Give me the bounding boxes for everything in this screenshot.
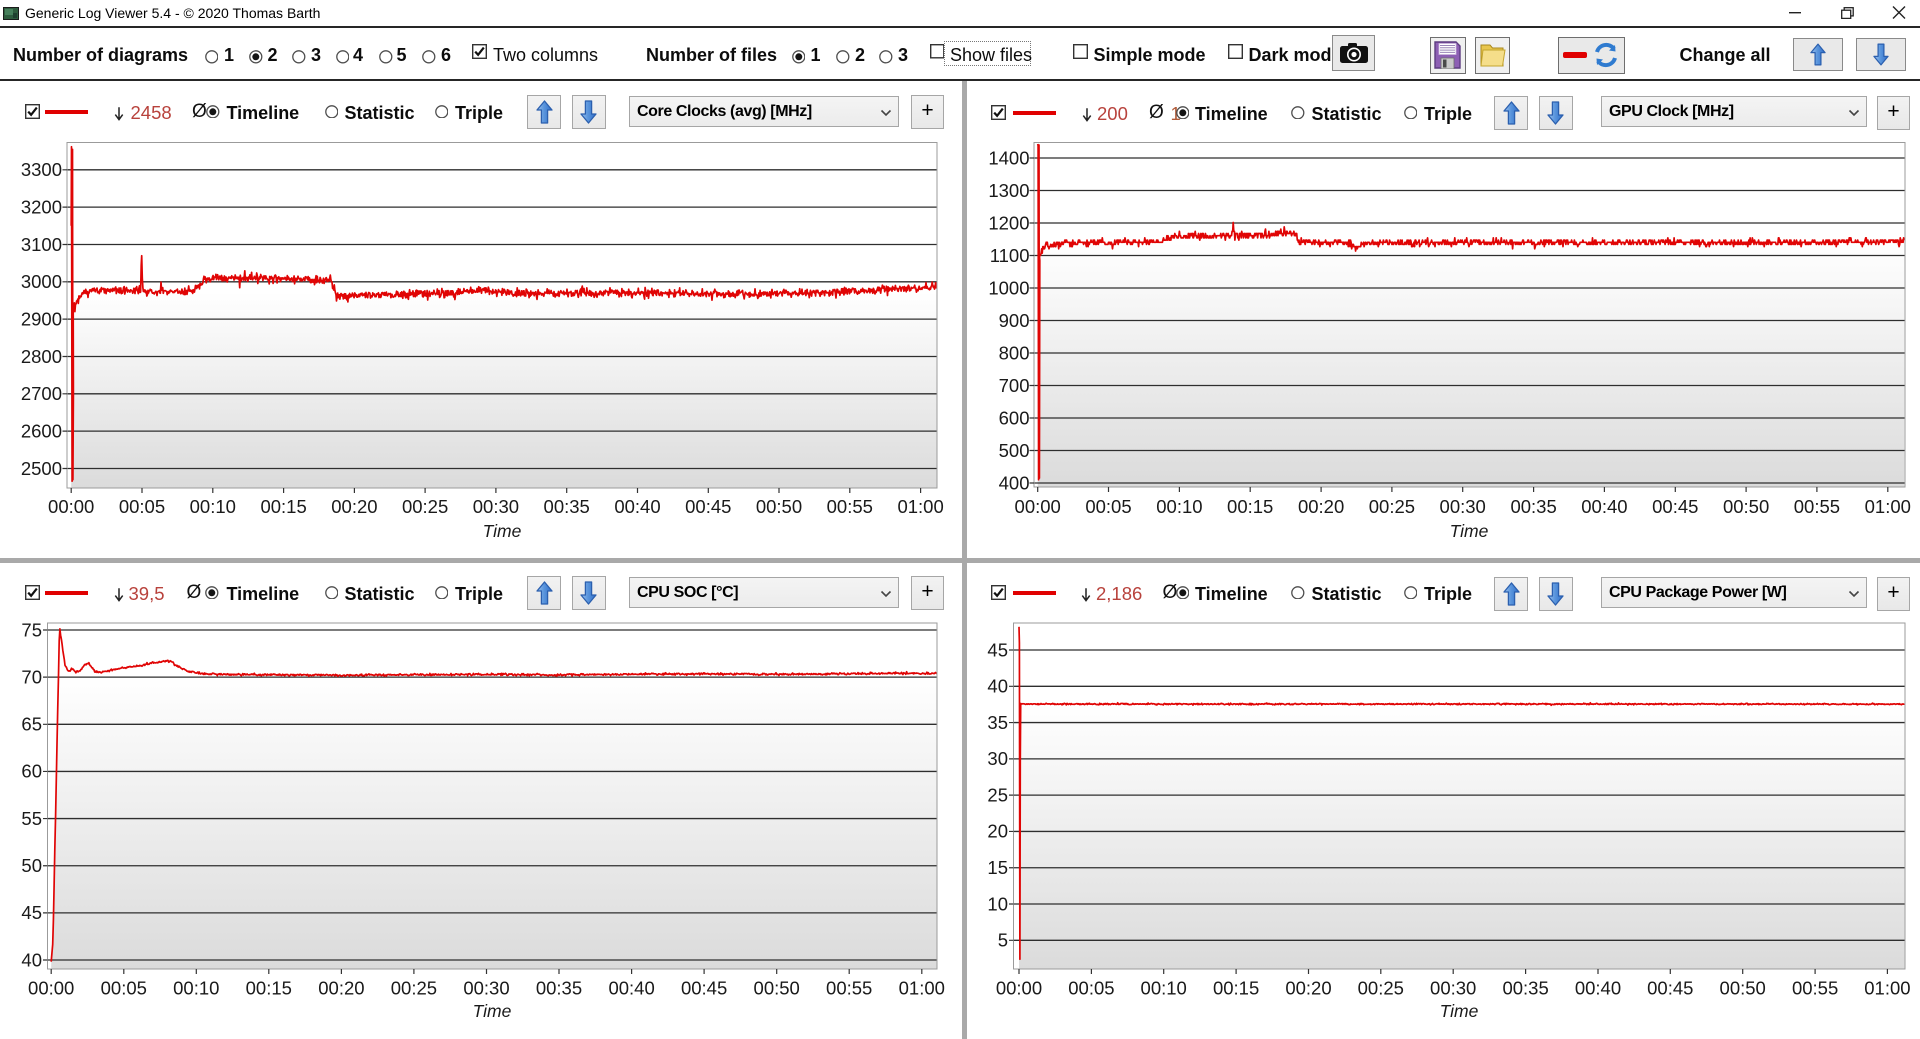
svg-text:30: 30 bbox=[987, 748, 1008, 769]
svg-text:60: 60 bbox=[21, 761, 42, 782]
svg-text:00:00: 00:00 bbox=[48, 496, 94, 517]
svg-text:40: 40 bbox=[21, 949, 42, 970]
svg-text:00:40: 00:40 bbox=[1581, 496, 1627, 517]
svg-text:00:30: 00:30 bbox=[463, 978, 509, 999]
svg-text:40: 40 bbox=[987, 676, 1008, 697]
svg-text:01:00: 01:00 bbox=[899, 978, 945, 999]
svg-text:00:15: 00:15 bbox=[246, 978, 292, 999]
svg-text:00:45: 00:45 bbox=[685, 496, 731, 517]
svg-text:3300: 3300 bbox=[21, 159, 62, 180]
svg-text:00:10: 00:10 bbox=[173, 978, 219, 999]
svg-text:00:45: 00:45 bbox=[1652, 496, 1698, 517]
svg-text:00:00: 00:00 bbox=[996, 978, 1042, 999]
svg-text:01:00: 01:00 bbox=[1865, 496, 1911, 517]
svg-text:00:45: 00:45 bbox=[1647, 978, 1693, 999]
svg-text:1000: 1000 bbox=[988, 277, 1029, 298]
svg-text:00:05: 00:05 bbox=[119, 496, 165, 517]
svg-text:45: 45 bbox=[21, 902, 42, 923]
svg-text:75: 75 bbox=[21, 619, 42, 640]
svg-text:00:10: 00:10 bbox=[190, 496, 236, 517]
svg-text:01:00: 01:00 bbox=[897, 496, 943, 517]
svg-text:00:00: 00:00 bbox=[1015, 496, 1061, 517]
svg-text:00:05: 00:05 bbox=[1068, 978, 1114, 999]
svg-text:2800: 2800 bbox=[21, 346, 62, 367]
svg-text:3200: 3200 bbox=[21, 196, 62, 217]
svg-text:00:45: 00:45 bbox=[681, 978, 727, 999]
svg-text:65: 65 bbox=[21, 714, 42, 735]
svg-text:5: 5 bbox=[998, 930, 1008, 951]
svg-text:00:20: 00:20 bbox=[318, 978, 364, 999]
svg-text:55: 55 bbox=[21, 808, 42, 829]
svg-text:00:05: 00:05 bbox=[1085, 496, 1131, 517]
svg-text:00:55: 00:55 bbox=[1794, 496, 1840, 517]
svg-text:00:30: 00:30 bbox=[1440, 496, 1486, 517]
svg-text:2500: 2500 bbox=[21, 458, 62, 479]
svg-text:00:40: 00:40 bbox=[1575, 978, 1621, 999]
svg-text:00:15: 00:15 bbox=[260, 496, 306, 517]
svg-text:00:20: 00:20 bbox=[331, 496, 377, 517]
svg-text:10: 10 bbox=[987, 893, 1008, 914]
svg-text:800: 800 bbox=[999, 342, 1030, 363]
svg-text:00:30: 00:30 bbox=[1430, 978, 1476, 999]
svg-text:00:55: 00:55 bbox=[1792, 978, 1838, 999]
svg-text:Time: Time bbox=[1440, 1001, 1479, 1021]
svg-text:00:50: 00:50 bbox=[1720, 978, 1766, 999]
svg-text:00:25: 00:25 bbox=[1358, 978, 1404, 999]
svg-text:00:35: 00:35 bbox=[544, 496, 590, 517]
svg-text:400: 400 bbox=[999, 472, 1030, 493]
svg-text:01:00: 01:00 bbox=[1864, 978, 1910, 999]
svg-text:25: 25 bbox=[987, 784, 1008, 805]
svg-text:00:10: 00:10 bbox=[1141, 978, 1187, 999]
svg-text:00:50: 00:50 bbox=[756, 496, 802, 517]
svg-text:Time: Time bbox=[483, 521, 522, 541]
svg-text:Time: Time bbox=[473, 1001, 512, 1021]
svg-text:1400: 1400 bbox=[988, 147, 1029, 168]
svg-text:00:40: 00:40 bbox=[608, 978, 654, 999]
svg-text:35: 35 bbox=[987, 712, 1008, 733]
svg-text:00:20: 00:20 bbox=[1285, 978, 1331, 999]
svg-text:00:30: 00:30 bbox=[473, 496, 519, 517]
svg-text:00:15: 00:15 bbox=[1213, 978, 1259, 999]
svg-text:1300: 1300 bbox=[988, 180, 1029, 201]
svg-text:00:35: 00:35 bbox=[536, 978, 582, 999]
svg-text:15: 15 bbox=[987, 857, 1008, 878]
svg-text:2900: 2900 bbox=[21, 308, 62, 329]
svg-text:00:35: 00:35 bbox=[1502, 978, 1548, 999]
svg-text:00:55: 00:55 bbox=[826, 978, 872, 999]
svg-text:70: 70 bbox=[21, 666, 42, 687]
svg-text:500: 500 bbox=[999, 440, 1030, 461]
svg-text:700: 700 bbox=[999, 375, 1030, 396]
svg-text:20: 20 bbox=[987, 821, 1008, 842]
svg-text:900: 900 bbox=[999, 310, 1030, 331]
svg-text:00:15: 00:15 bbox=[1227, 496, 1273, 517]
svg-text:Time: Time bbox=[1450, 521, 1489, 541]
svg-text:00:20: 00:20 bbox=[1298, 496, 1344, 517]
svg-text:00:40: 00:40 bbox=[614, 496, 660, 517]
svg-text:2700: 2700 bbox=[21, 383, 62, 404]
svg-text:00:55: 00:55 bbox=[827, 496, 873, 517]
svg-text:45: 45 bbox=[987, 639, 1008, 660]
svg-text:00:10: 00:10 bbox=[1156, 496, 1202, 517]
svg-text:2600: 2600 bbox=[21, 421, 62, 442]
svg-text:00:25: 00:25 bbox=[391, 978, 437, 999]
svg-text:1200: 1200 bbox=[988, 212, 1029, 233]
svg-text:600: 600 bbox=[999, 407, 1030, 428]
svg-text:1100: 1100 bbox=[990, 245, 1030, 266]
svg-text:3100: 3100 bbox=[21, 234, 62, 255]
svg-text:50: 50 bbox=[21, 855, 42, 876]
svg-text:00:35: 00:35 bbox=[1510, 496, 1556, 517]
svg-text:00:25: 00:25 bbox=[402, 496, 448, 517]
svg-text:00:50: 00:50 bbox=[1723, 496, 1769, 517]
svg-text:00:00: 00:00 bbox=[28, 978, 74, 999]
svg-text:00:25: 00:25 bbox=[1369, 496, 1415, 517]
svg-text:00:05: 00:05 bbox=[101, 978, 147, 999]
svg-text:3000: 3000 bbox=[21, 271, 62, 292]
svg-text:00:50: 00:50 bbox=[754, 978, 800, 999]
